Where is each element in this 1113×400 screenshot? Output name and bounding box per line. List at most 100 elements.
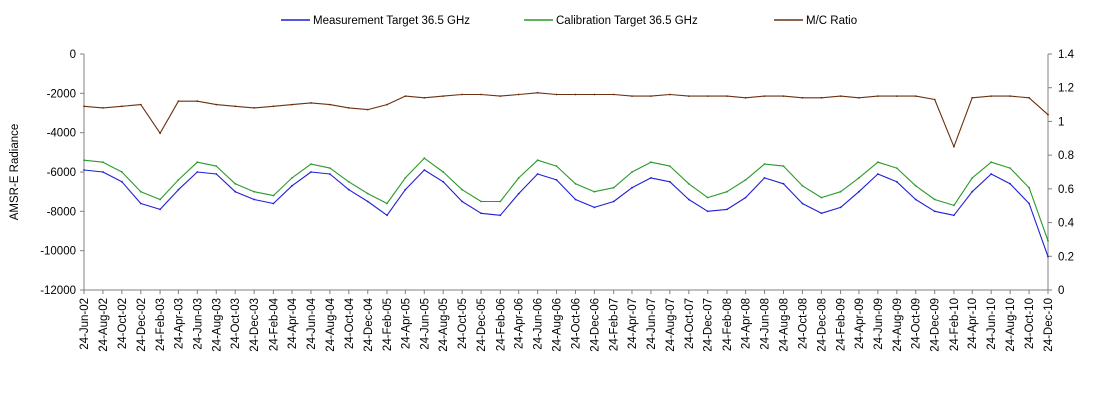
- data-point-1: [347, 180, 350, 183]
- data-point-1: [574, 182, 577, 185]
- x-tick-label: 24-Apr-08: [741, 298, 753, 349]
- x-tick-label: 24-Jun-04: [306, 297, 318, 349]
- series-line-0: [83, 169, 1049, 257]
- data-point-0: [499, 214, 502, 217]
- data-point-1: [536, 159, 539, 162]
- data-point-0: [706, 210, 709, 213]
- data-point-0: [310, 171, 312, 173]
- x-tick-label: 24-Oct-04: [344, 297, 356, 349]
- left-axis: 0 -2000 -4000 -6000 -8000 -10000 -12000: [40, 49, 84, 297]
- data-point-1: [329, 167, 331, 170]
- data-point-1: [839, 190, 842, 193]
- data-point-1: [687, 182, 690, 185]
- x-tick-label: 24-Jun-03: [192, 298, 204, 350]
- data-point-2: [574, 93, 577, 96]
- data-point-0: [404, 188, 407, 191]
- data-point-0: [820, 212, 823, 215]
- x-tick-label: 24-Apr-10: [967, 298, 979, 349]
- data-point-2: [706, 95, 709, 97]
- data-point-1: [215, 165, 218, 168]
- x-tick-label: 24-Aug-04: [325, 297, 337, 351]
- x-axis: 24-Jun-02 24-Aug-02 24-Oct-02 24-Dec-02 24-F…: [79, 290, 1055, 352]
- data-point-1: [631, 171, 633, 173]
- data-point-1: [499, 200, 502, 203]
- data-point-2: [159, 132, 162, 135]
- data-point-0: [895, 180, 898, 183]
- x-tick-label: 24-Dec-10: [1043, 298, 1055, 352]
- data-point-0: [593, 206, 596, 209]
- data-point-2: [555, 93, 558, 96]
- data-point-0: [480, 212, 482, 215]
- x-tick-label: 24-Dec-05: [476, 298, 488, 352]
- data-point-2: [404, 95, 407, 97]
- data-point-2: [442, 95, 445, 97]
- data-point-2: [895, 95, 898, 97]
- data-point-1: [121, 171, 123, 173]
- data-point-1: [272, 194, 275, 197]
- x-tick-label: 24-Dec-03: [249, 298, 261, 352]
- data-point-0: [953, 214, 955, 217]
- x-tick-label: 24-Oct-07: [684, 298, 696, 349]
- data-point-1: [914, 184, 917, 187]
- data-point-2: [858, 96, 860, 99]
- data-point-0: [669, 180, 671, 183]
- data-point-2: [631, 95, 633, 97]
- data-point-1: [234, 182, 237, 185]
- right-tick-label: 0.8: [1058, 150, 1074, 162]
- data-point-1: [801, 184, 804, 187]
- data-point-2: [215, 103, 218, 106]
- data-point-1: [461, 188, 463, 191]
- data-point-2: [687, 95, 690, 97]
- data-point-0: [555, 179, 558, 181]
- data-point-2: [461, 93, 463, 96]
- x-tick-label: 24-Aug-06: [552, 298, 564, 352]
- data-point-1: [895, 167, 898, 170]
- data-point-0: [83, 169, 85, 171]
- x-tick-label: 24-Aug-08: [778, 298, 790, 352]
- data-point-1: [763, 163, 766, 166]
- data-point-2: [536, 91, 539, 94]
- data-point-0: [291, 184, 293, 187]
- plot-area: [83, 91, 1049, 258]
- data-point-1: [612, 186, 615, 189]
- data-point-0: [990, 173, 993, 175]
- data-point-1: [517, 177, 520, 179]
- data-point-0: [102, 171, 104, 173]
- data-point-1: [953, 204, 955, 207]
- data-point-2: [423, 96, 426, 99]
- data-point-2: [593, 93, 596, 96]
- x-tick-label: 24-Apr-09: [854, 298, 866, 349]
- data-point-0: [159, 208, 162, 211]
- data-point-0: [858, 190, 860, 193]
- data-point-0: [121, 180, 123, 183]
- data-point-0: [386, 214, 388, 217]
- data-point-0: [877, 173, 879, 175]
- right-tick-label: 0.6: [1058, 184, 1074, 196]
- data-point-2: [386, 103, 388, 106]
- x-tick-label: 24-Jun-08: [760, 298, 772, 350]
- x-tick-label: 24-Aug-03: [211, 298, 223, 352]
- data-point-1: [971, 177, 974, 179]
- data-point-1: [102, 161, 104, 164]
- data-point-2: [234, 105, 237, 108]
- data-point-2: [726, 95, 728, 97]
- data-point-1: [820, 196, 823, 199]
- data-point-0: [650, 177, 652, 179]
- data-point-1: [990, 161, 993, 164]
- x-tick-label: 24-Oct-10: [1024, 298, 1036, 349]
- data-point-1: [593, 190, 596, 193]
- data-point-2: [121, 105, 123, 108]
- data-point-2: [83, 105, 85, 108]
- data-point-0: [687, 198, 690, 201]
- data-point-0: [744, 196, 747, 199]
- data-point-0: [215, 173, 218, 175]
- data-point-1: [253, 190, 256, 193]
- data-point-2: [196, 100, 199, 103]
- data-point-0: [1009, 182, 1011, 185]
- data-point-0: [442, 180, 445, 183]
- left-tick-label: -4000: [47, 128, 76, 140]
- data-point-0: [536, 173, 539, 175]
- data-point-2: [801, 96, 804, 99]
- x-tick-label: 24-Oct-02: [117, 298, 129, 349]
